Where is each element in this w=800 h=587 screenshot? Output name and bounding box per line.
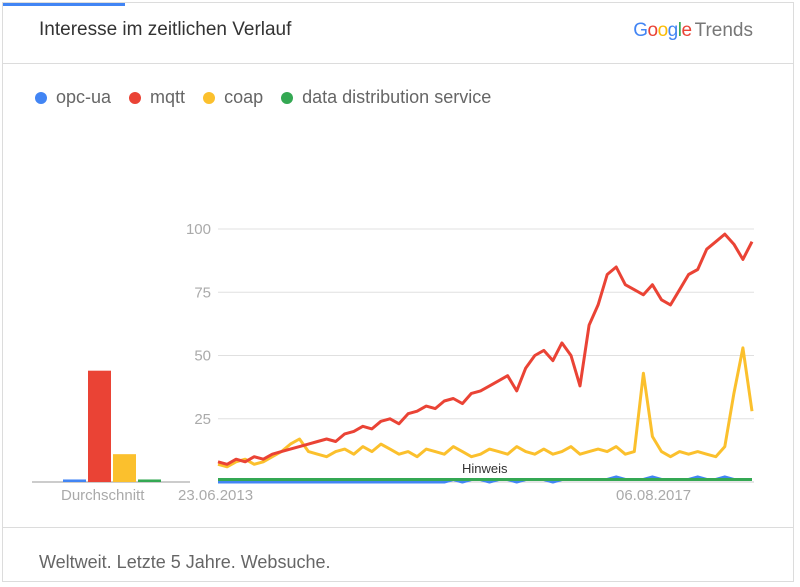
logo-letter: o [657,20,669,41]
footer-divider [3,527,793,528]
card-title: Interesse im zeitlichen Verlauf [39,19,292,40]
y-tick-label: 50 [194,348,211,365]
note-annotation[interactable]: Hinweis [462,461,508,476]
legend-item-mqtt[interactable]: mqtt [129,87,185,108]
legend-label: mqtt [150,87,186,107]
chart-legend: opc-ua mqtt coap data distribution servi… [35,87,491,108]
active-tab-indicator [3,3,125,6]
google-trends-logo[interactable]: Google Trends [633,20,753,42]
legend-label: data distribution service [302,87,492,107]
x-tick-label: 06.08.2017 [616,487,691,504]
y-tick-label: 25 [194,411,211,428]
logo-letter: o [647,20,659,41]
x-tick-label: 23.06.2013 [178,487,253,504]
legend-item-opc-ua[interactable]: opc-ua [35,87,111,108]
legend-dot-icon [35,91,47,104]
legend-label: coap [224,87,264,107]
trends-logo-text: Trends [694,20,753,41]
legend-dot-icon [129,91,142,104]
legend-dot-icon [203,91,216,104]
header-divider [3,63,793,64]
average-bar-mqtt[interactable] [88,370,111,482]
google-logo-text: Google [633,20,692,41]
logo-letter: l [677,20,682,41]
footer-text: Weltweit. Letzte 5 Jahre. Websuche. [39,552,331,572]
legend-label: opc-ua [56,87,112,107]
series-line-coap[interactable] [217,346,754,469]
legend-dot-icon [281,91,294,104]
legend-item-coap[interactable]: coap [203,87,263,108]
logo-letter: g [667,20,679,41]
y-tick-label: 75 [194,284,211,301]
legend-item-dds[interactable]: data distribution service [281,87,491,108]
average-bar-coap[interactable] [113,454,136,482]
average-bar-data-distribution-service[interactable] [138,479,161,482]
logo-letter: G [633,20,648,41]
logo-letter: e [681,20,692,41]
average-bar-opc-ua[interactable] [63,479,86,482]
average-label: Durchschnitt [61,487,145,504]
series-line-mqtt[interactable] [217,232,754,466]
y-tick-label: 100 [186,221,211,238]
